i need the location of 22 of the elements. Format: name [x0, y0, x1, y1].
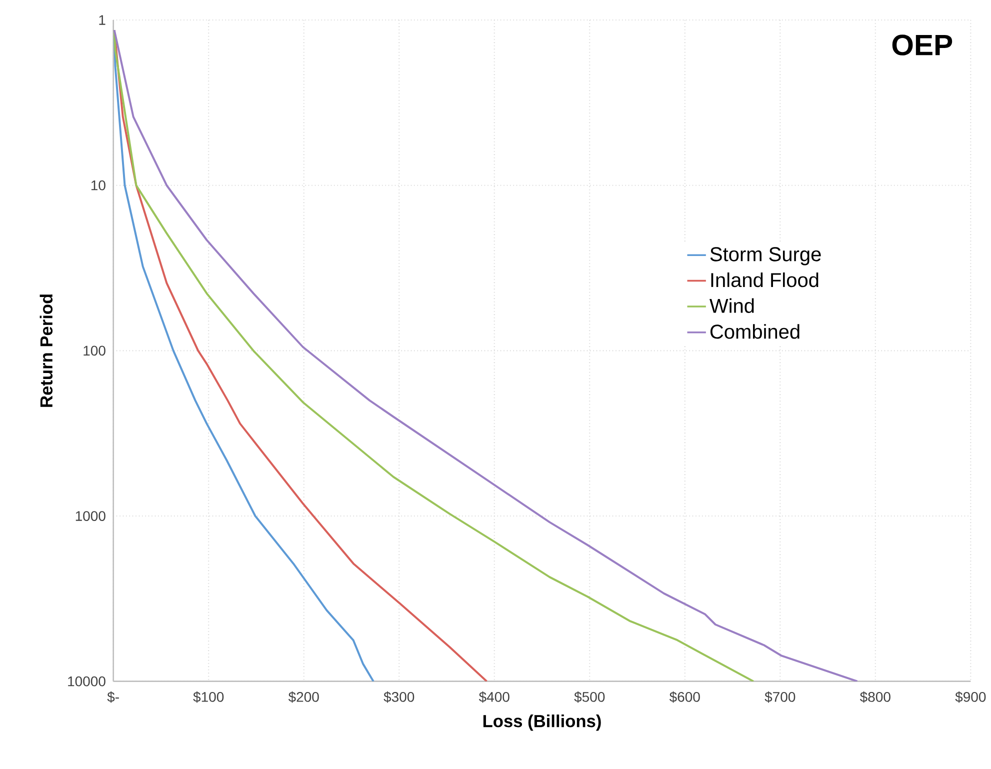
- x-tick-label: $900: [955, 691, 986, 703]
- legend-label: Inland Flood: [711, 272, 818, 288]
- x-tick-label: $200: [288, 691, 319, 703]
- y-tick-label: 1000: [76, 511, 106, 521]
- x-tick-label: $700: [764, 691, 796, 703]
- x-tick-label: $600: [669, 691, 700, 703]
- legend-label: Storm Surge: [710, 247, 821, 266]
- y-tick-label: 10000: [68, 676, 106, 686]
- annotation: OEP: [892, 34, 952, 56]
- x-tick-label: $500: [574, 691, 605, 703]
- legend-label: Wind: [710, 298, 754, 313]
- x-tick-label: $300: [384, 691, 414, 703]
- x-tick-label: $800: [860, 691, 890, 703]
- legend-label: Combined: [710, 324, 800, 339]
- x-tick-label: $100: [193, 691, 224, 703]
- x-tick-label: $400: [478, 691, 510, 703]
- y-tick-label: 100: [84, 346, 106, 356]
- x-tick-label: $-: [107, 691, 119, 703]
- y-tick-label: 1: [99, 15, 106, 25]
- y-axis-title: Return Period: [40, 294, 53, 407]
- y-tick-label: 10: [91, 180, 106, 190]
- x-axis-title: Loss (Billions): [483, 714, 601, 731]
